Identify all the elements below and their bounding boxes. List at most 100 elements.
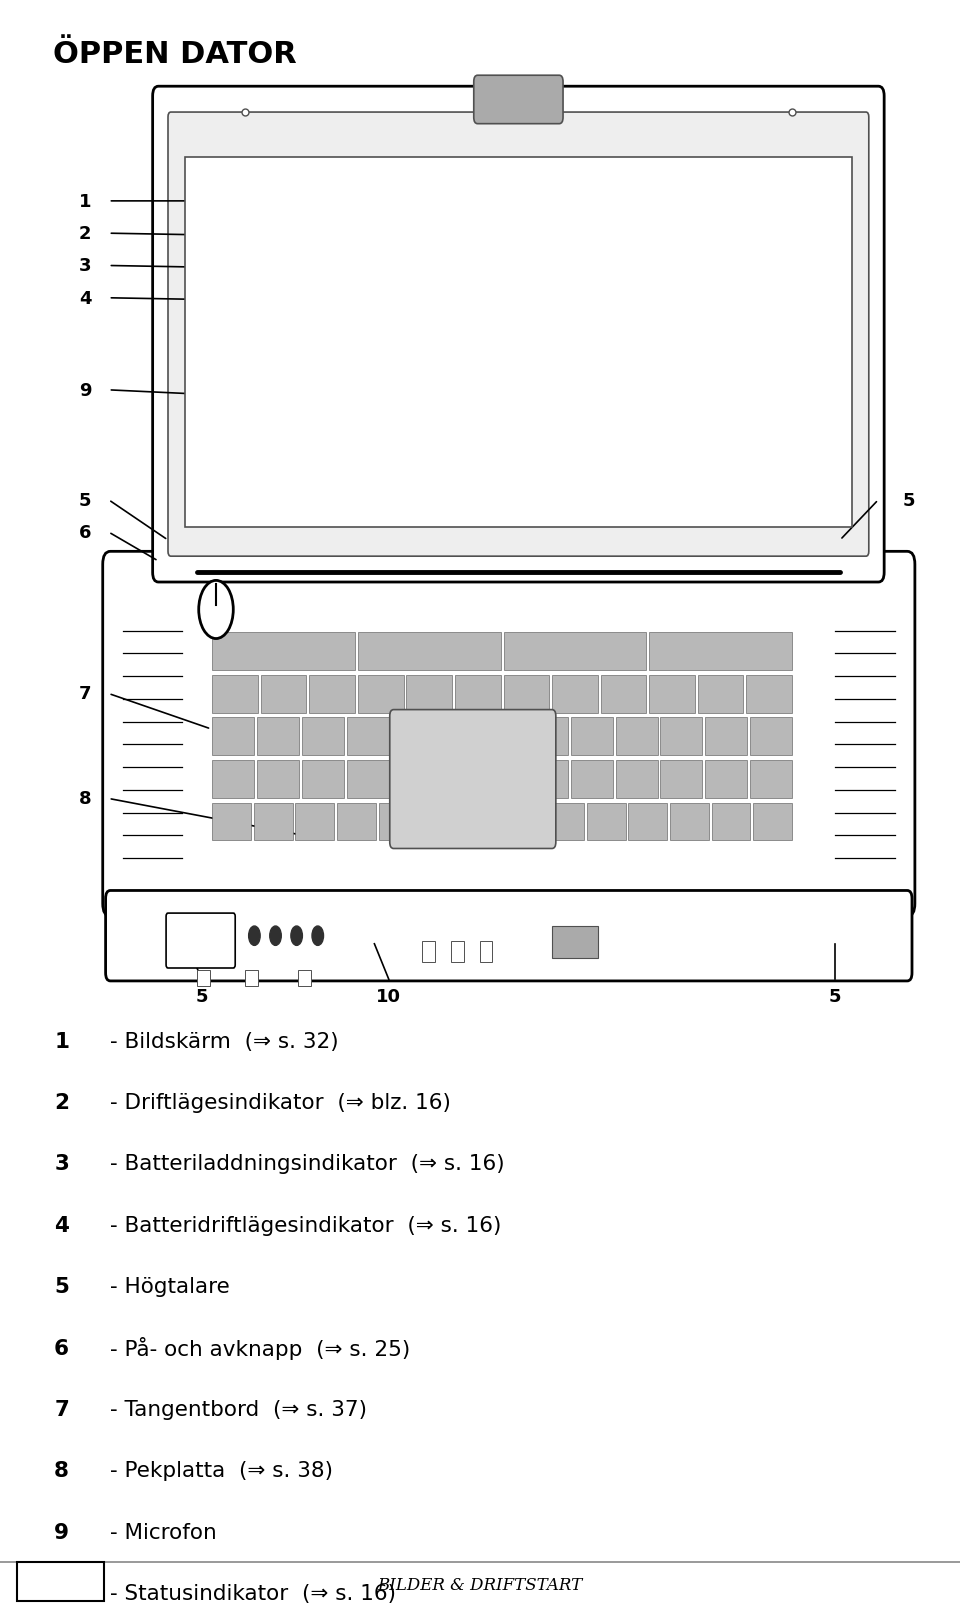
Text: - Driftlägesindikator  (⇒ blz. 16): - Driftlägesindikator (⇒ blz. 16) xyxy=(110,1093,451,1112)
Bar xyxy=(296,804,334,841)
Bar xyxy=(245,970,258,986)
Bar xyxy=(615,718,658,755)
Bar xyxy=(480,941,492,962)
Text: - Högtalare: - Högtalare xyxy=(110,1277,230,1296)
Bar xyxy=(706,718,747,755)
Bar xyxy=(545,804,584,841)
Circle shape xyxy=(199,581,233,639)
Bar xyxy=(455,675,501,713)
Bar xyxy=(571,718,612,755)
Text: 1: 1 xyxy=(79,192,91,211)
Bar xyxy=(503,804,542,841)
Text: 1: 1 xyxy=(54,1031,69,1051)
Text: - Batteriladdningsindikator  (⇒ s. 16): - Batteriladdningsindikator (⇒ s. 16) xyxy=(110,1154,505,1173)
Bar xyxy=(257,718,299,755)
Text: 5: 5 xyxy=(79,491,91,510)
Text: 9: 9 xyxy=(54,1522,69,1541)
Bar xyxy=(358,633,501,670)
Text: 8: 8 xyxy=(54,1461,69,1480)
Text: 3: 3 xyxy=(55,1154,69,1173)
Circle shape xyxy=(270,926,281,946)
Bar xyxy=(212,760,254,799)
Text: 6: 6 xyxy=(54,1338,69,1357)
Bar xyxy=(481,718,523,755)
FancyBboxPatch shape xyxy=(166,914,235,968)
Text: - Pekplatta  (⇒ s. 38): - Pekplatta (⇒ s. 38) xyxy=(110,1461,333,1480)
FancyBboxPatch shape xyxy=(474,76,563,124)
Text: - Statusindikator  (⇒ s. 16): - Statusindikator (⇒ s. 16) xyxy=(110,1583,396,1603)
Text: 5: 5 xyxy=(902,491,915,510)
Bar xyxy=(197,970,210,986)
Text: 6: 6 xyxy=(79,523,91,542)
Bar xyxy=(526,718,568,755)
Bar xyxy=(754,804,792,841)
Text: - Microfon: - Microfon xyxy=(110,1522,217,1541)
Bar xyxy=(698,675,743,713)
Text: ÖPPEN DATOR: ÖPPEN DATOR xyxy=(53,40,297,69)
Bar xyxy=(436,718,478,755)
Bar xyxy=(337,804,375,841)
Text: 9: 9 xyxy=(79,381,91,400)
Bar xyxy=(347,760,389,799)
FancyBboxPatch shape xyxy=(168,113,869,557)
Bar xyxy=(503,633,646,670)
Bar xyxy=(649,675,695,713)
Bar xyxy=(503,675,549,713)
Text: - Bildskärm  (⇒ s. 32): - Bildskärm (⇒ s. 32) xyxy=(110,1031,339,1051)
Text: 3: 3 xyxy=(79,257,91,276)
FancyBboxPatch shape xyxy=(390,710,556,849)
FancyBboxPatch shape xyxy=(106,891,912,981)
Bar xyxy=(420,804,459,841)
Bar xyxy=(378,804,418,841)
Bar xyxy=(298,970,311,986)
Text: 7: 7 xyxy=(79,684,91,704)
Bar xyxy=(406,675,452,713)
Bar xyxy=(601,675,646,713)
Text: 4: 4 xyxy=(55,1215,69,1235)
Bar xyxy=(436,760,478,799)
Bar xyxy=(629,804,667,841)
Bar xyxy=(615,760,658,799)
Bar xyxy=(253,804,293,841)
Bar xyxy=(261,675,306,713)
Bar xyxy=(212,804,251,841)
Bar xyxy=(422,941,435,962)
Text: 10: 10 xyxy=(39,1583,69,1603)
FancyBboxPatch shape xyxy=(103,552,915,917)
Bar xyxy=(746,675,792,713)
Text: 2: 2 xyxy=(79,224,91,244)
Bar xyxy=(706,760,747,799)
Text: 10: 10 xyxy=(376,988,401,1006)
Bar xyxy=(347,718,389,755)
Bar xyxy=(185,158,852,528)
Text: 12: 12 xyxy=(48,1572,73,1591)
Bar xyxy=(358,675,403,713)
Bar xyxy=(587,804,626,841)
Text: - På- och avknapp  (⇒ s. 25): - På- och avknapp (⇒ s. 25) xyxy=(110,1336,411,1359)
Bar xyxy=(301,760,344,799)
Text: 4: 4 xyxy=(79,289,91,308)
Text: 5: 5 xyxy=(55,1277,69,1296)
Bar xyxy=(552,675,598,713)
FancyBboxPatch shape xyxy=(17,1562,104,1601)
Bar xyxy=(451,941,464,962)
Text: BILDER & DRIFTSTART: BILDER & DRIFTSTART xyxy=(377,1577,583,1593)
Bar xyxy=(649,633,792,670)
Bar xyxy=(212,718,254,755)
Bar xyxy=(526,760,568,799)
Circle shape xyxy=(312,926,324,946)
Circle shape xyxy=(249,926,260,946)
Bar xyxy=(392,718,433,755)
Text: 5: 5 xyxy=(828,988,842,1006)
Text: 5: 5 xyxy=(195,988,208,1006)
Bar xyxy=(212,633,355,670)
Bar xyxy=(711,804,751,841)
Text: 8: 8 xyxy=(79,789,91,809)
Bar xyxy=(309,675,355,713)
Text: 2: 2 xyxy=(54,1093,69,1112)
Text: 7: 7 xyxy=(55,1399,69,1419)
Bar xyxy=(481,760,523,799)
Bar xyxy=(212,675,258,713)
Bar xyxy=(552,926,598,959)
Bar xyxy=(257,760,299,799)
